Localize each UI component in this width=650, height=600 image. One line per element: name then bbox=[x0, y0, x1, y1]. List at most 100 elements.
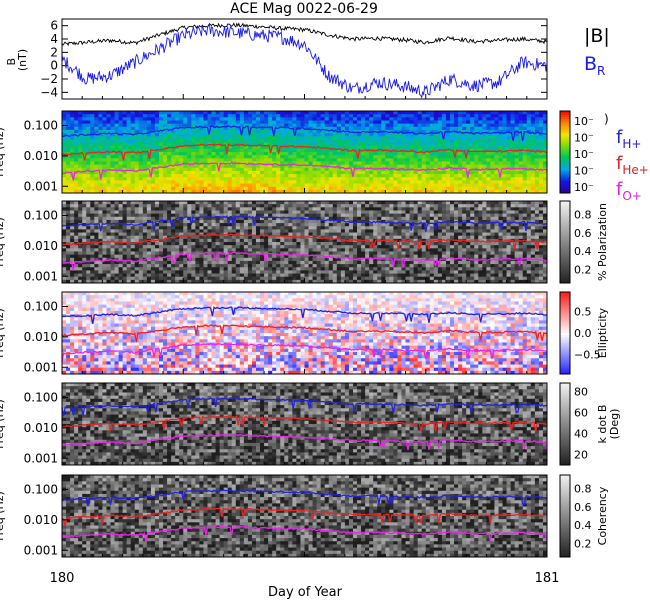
heatmap-cell bbox=[309, 120, 313, 124]
heatmap-cell bbox=[345, 155, 349, 159]
heatmap-cell bbox=[82, 111, 86, 115]
heatmap-cell bbox=[264, 242, 268, 246]
heatmap-cell bbox=[240, 248, 244, 252]
heatmap-cell bbox=[503, 124, 507, 128]
heatmap-cell bbox=[131, 229, 135, 233]
heatmap-cell bbox=[527, 111, 531, 115]
heatmap-cell bbox=[159, 226, 163, 230]
heatmap-cell bbox=[365, 143, 369, 147]
heatmap-cell bbox=[248, 267, 252, 271]
heatmap-cell bbox=[199, 245, 203, 249]
heatmap-cell bbox=[98, 136, 102, 140]
heatmap-cell bbox=[430, 124, 434, 128]
heatmap-cell bbox=[167, 264, 171, 268]
heatmap-cell bbox=[511, 161, 515, 165]
heatmap-cell bbox=[90, 264, 94, 268]
heatmap-cell bbox=[203, 270, 207, 274]
heatmap-cell bbox=[191, 274, 195, 278]
heatmap-cell bbox=[151, 139, 155, 143]
heatmap-cell bbox=[203, 152, 207, 156]
heatmap-cell bbox=[111, 229, 115, 233]
heatmap-cell bbox=[252, 117, 256, 121]
heatmap-cell bbox=[106, 158, 110, 162]
heatmap-cell bbox=[248, 207, 252, 211]
heatmap-cell bbox=[329, 174, 333, 178]
heatmap-cell bbox=[373, 117, 377, 121]
heatmap-cell bbox=[325, 210, 329, 214]
heatmap-cell bbox=[179, 133, 183, 137]
heatmap-cell bbox=[163, 226, 167, 230]
heatmap-cell bbox=[167, 226, 171, 230]
heatmap-cell bbox=[313, 177, 317, 181]
heatmap-cell bbox=[272, 168, 276, 172]
heatmap-cell bbox=[422, 114, 426, 118]
colorbar-tick-label: 10⁻ bbox=[574, 115, 594, 128]
heatmap-cell bbox=[203, 229, 207, 233]
heatmap-cell bbox=[90, 217, 94, 221]
heatmap-cell bbox=[280, 143, 284, 147]
heatmap-cell bbox=[102, 220, 106, 224]
heatmap-cell bbox=[393, 184, 397, 188]
heatmap-cell bbox=[187, 184, 191, 188]
heatmap-cell bbox=[503, 187, 507, 191]
heatmap-cell bbox=[305, 174, 309, 178]
heatmap-cell bbox=[535, 161, 539, 165]
heatmap-cell bbox=[179, 207, 183, 211]
heatmap-cell bbox=[216, 130, 220, 134]
heatmap-cell bbox=[248, 264, 252, 268]
heatmap-cell bbox=[119, 245, 123, 249]
heatmap-cell bbox=[147, 124, 151, 128]
heatmap-cell bbox=[143, 210, 147, 214]
heatmap-cell bbox=[70, 207, 74, 211]
heatmap-cell bbox=[135, 204, 139, 208]
heatmap-cell bbox=[313, 152, 317, 156]
heatmap-cell bbox=[458, 114, 462, 118]
heatmap-cell bbox=[305, 168, 309, 172]
heatmap-cell bbox=[345, 171, 349, 175]
heatmap-cell bbox=[486, 117, 490, 121]
heatmap-cell bbox=[74, 114, 78, 118]
heatmap-cell bbox=[292, 187, 296, 191]
heatmap-cell bbox=[155, 267, 159, 271]
heatmap-cell bbox=[232, 270, 236, 274]
heatmap-cell bbox=[317, 120, 321, 124]
heatmap-cell bbox=[195, 149, 199, 153]
heatmap-cell bbox=[321, 258, 325, 262]
heatmap-cell bbox=[406, 120, 410, 124]
heatmap-cell bbox=[341, 117, 345, 121]
heatmap-cell bbox=[325, 261, 329, 265]
heatmap-cell bbox=[179, 171, 183, 175]
heatmap-cell bbox=[454, 146, 458, 150]
heatmap-cell bbox=[151, 117, 155, 121]
heatmap-cell bbox=[159, 174, 163, 178]
heatmap-cell bbox=[300, 180, 304, 184]
heatmap-cell bbox=[305, 187, 309, 191]
heatmap-cell bbox=[224, 155, 228, 159]
heatmap-cell bbox=[159, 146, 163, 150]
heatmap-cell bbox=[535, 187, 539, 191]
heatmap-cell bbox=[143, 233, 147, 237]
heatmap-cell bbox=[397, 114, 401, 118]
heatmap-cell bbox=[236, 171, 240, 175]
heatmap-cell bbox=[252, 165, 256, 169]
heatmap-cell bbox=[309, 258, 313, 262]
heatmap-cell bbox=[296, 201, 300, 205]
heatmap-cell bbox=[252, 255, 256, 259]
heatmap-cell bbox=[179, 139, 183, 143]
heatmap-cell bbox=[175, 277, 179, 281]
heatmap-cell bbox=[199, 274, 203, 278]
heatmap-cell bbox=[187, 133, 191, 137]
heatmap-cell bbox=[195, 136, 199, 140]
heatmap-cell bbox=[94, 217, 98, 221]
heatmap-cell bbox=[507, 155, 511, 159]
heatmap-cell bbox=[268, 111, 272, 115]
heatmap-cell bbox=[248, 111, 252, 115]
heatmap-cell bbox=[94, 187, 98, 191]
heatmap-cell bbox=[252, 133, 256, 137]
heatmap-cell bbox=[515, 155, 519, 159]
heatmap-cell bbox=[309, 184, 313, 188]
heatmap-cell bbox=[260, 239, 264, 243]
heatmap-cell bbox=[397, 111, 401, 115]
heatmap-cell bbox=[329, 161, 333, 165]
heatmap-cell bbox=[272, 124, 276, 128]
